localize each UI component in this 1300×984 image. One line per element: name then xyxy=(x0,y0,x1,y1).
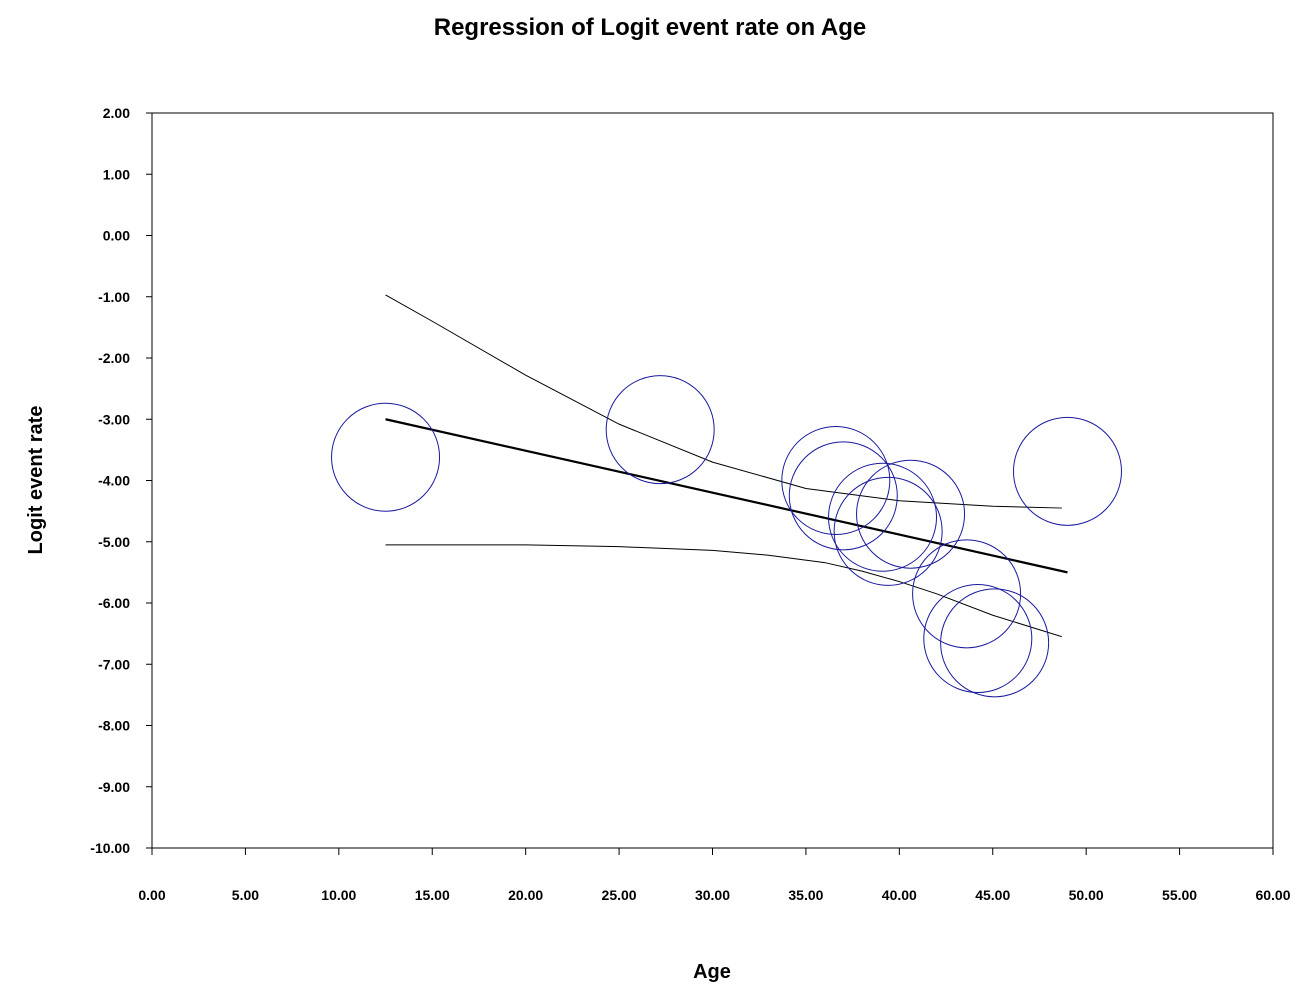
chart-title: Regression of Logit event rate on Age xyxy=(433,14,867,41)
y-tick-label: -6.00 xyxy=(98,595,130,611)
x-axis: 0.00 5.00 10.00 15.00 20.00 25.00 30.00 35.00 40… xyxy=(138,848,1291,903)
data-points xyxy=(331,375,1122,698)
plot-area-frame xyxy=(151,112,1274,849)
y-tick-label: -1.00 xyxy=(98,289,130,305)
regression-line xyxy=(385,418,1068,574)
data-point xyxy=(331,402,441,512)
data-point xyxy=(828,462,938,572)
y-tick-label: -10.00 xyxy=(90,840,130,856)
x-tick-label: 25.00 xyxy=(602,887,637,903)
y-axis: 2.00 1.00 0.00 -1.00 -2.00 -3.00 -4.00 -5.00 -6.… xyxy=(90,105,152,856)
y-tick-label: -5.00 xyxy=(98,534,130,550)
y-axis-title: Logit event rate xyxy=(25,406,47,555)
y-tick-label: -9.00 xyxy=(98,779,130,795)
x-tick-label: 35.00 xyxy=(788,887,823,903)
lower-confidence-line xyxy=(385,544,1063,638)
x-tick-label: 15.00 xyxy=(415,887,450,903)
x-tick-label: 30.00 xyxy=(695,887,730,903)
data-point xyxy=(788,441,898,551)
x-tick-label: 45.00 xyxy=(975,887,1010,903)
y-tick-label: -3.00 xyxy=(98,411,130,427)
data-point xyxy=(1012,416,1122,526)
y-tick-label: 2.00 xyxy=(103,105,130,121)
y-tick-label: -7.00 xyxy=(98,656,130,672)
y-tick-label: -2.00 xyxy=(98,350,130,366)
upper-confidence-line xyxy=(385,294,1062,509)
x-tick-label: 50.00 xyxy=(1069,887,1104,903)
y-tick-label: -4.00 xyxy=(98,473,130,489)
data-point xyxy=(912,539,1022,649)
data-point xyxy=(781,426,891,535)
y-tick-label: 0.00 xyxy=(103,228,130,244)
x-tick-label: 20.00 xyxy=(508,887,543,903)
x-tick-label: 40.00 xyxy=(882,887,917,903)
data-point xyxy=(605,375,715,485)
data-point xyxy=(856,459,966,569)
regression-line-group xyxy=(385,418,1068,574)
y-tick-label: -8.00 xyxy=(98,718,130,734)
x-tick-label: 55.00 xyxy=(1162,887,1197,903)
confidence-lines xyxy=(385,294,1063,638)
data-point xyxy=(923,584,1033,694)
x-tick-label: 5.00 xyxy=(232,887,259,903)
x-tick-label: 0.00 xyxy=(138,887,165,903)
y-tick-label: 1.00 xyxy=(103,166,130,182)
x-axis-title: Age xyxy=(693,961,731,983)
data-point xyxy=(833,476,943,586)
data-point xyxy=(940,588,1050,698)
x-tick-label: 60.00 xyxy=(1255,887,1290,903)
x-tick-label: 10.00 xyxy=(321,887,356,903)
